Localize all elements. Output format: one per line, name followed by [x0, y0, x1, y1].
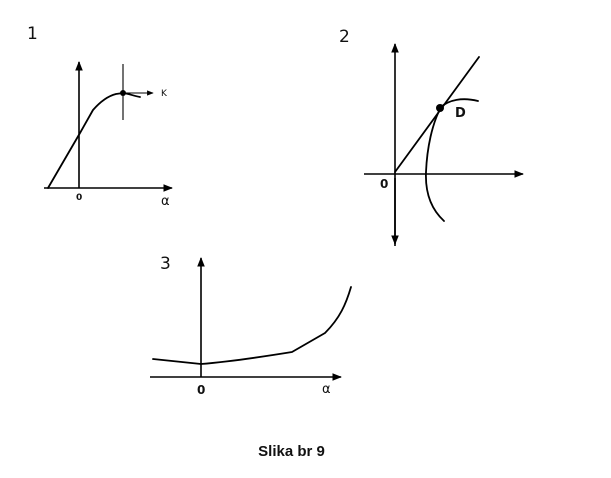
figure-caption: Slika br 9	[258, 443, 325, 460]
panel-3-number: 3	[160, 254, 171, 274]
panel-3-origin-label: 0	[197, 383, 205, 397]
panel-3: 3 0 α	[150, 254, 352, 397]
panel-3-x-axis-label: α	[322, 382, 331, 397]
panel-2: 2 D 0	[339, 27, 524, 246]
panel-2-number: 2	[339, 27, 350, 47]
panel-2-curve	[425, 98, 479, 222]
panel-1-origin-label: 0	[76, 193, 82, 203]
panel-1-number: 1	[27, 24, 38, 44]
panel-3-curve	[152, 286, 352, 365]
panel-1: 1 K 0 α	[27, 24, 173, 209]
panel-2-d-label: D	[455, 106, 466, 121]
panel-1-point	[120, 90, 126, 96]
panel-1-k-label: K	[161, 89, 168, 99]
panel-2-origin-label: 0	[380, 177, 388, 191]
panel-1-x-axis-label: α	[161, 194, 170, 209]
panel-1-curve	[47, 92, 141, 189]
panel-2-point-d	[436, 104, 444, 112]
